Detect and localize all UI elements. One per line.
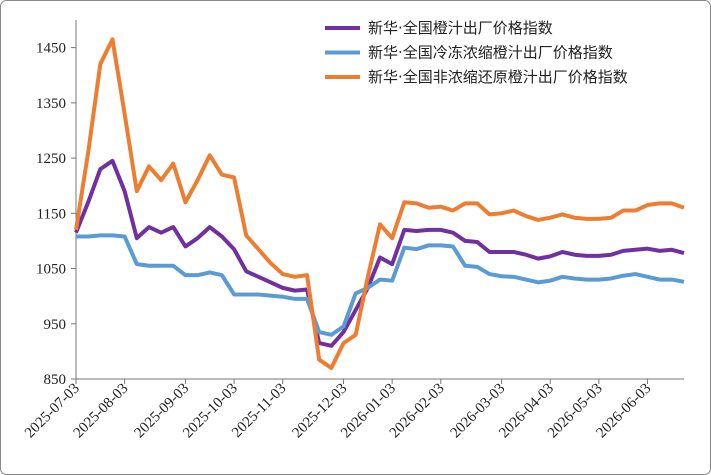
y-tick-label: 1250 bbox=[36, 151, 66, 167]
line-series bbox=[74, 37, 685, 370]
legend-label: 新华·全国橙汁出厂价格指数 bbox=[368, 19, 553, 37]
legend-label: 新华·全国冷冻浓缩橙汁出厂价格指数 bbox=[368, 44, 613, 62]
legend-label: 新华·全国非浓缩还原橙汁出厂价格指数 bbox=[368, 68, 628, 86]
y-tick-label: 1150 bbox=[37, 206, 66, 222]
line-series bbox=[74, 158, 685, 348]
y-tick-label: 1350 bbox=[36, 96, 66, 112]
y-tick-label: 1050 bbox=[36, 262, 66, 278]
line-series bbox=[76, 233, 685, 337]
y-tick-label: 850 bbox=[44, 372, 67, 388]
y-tick-label: 1450 bbox=[36, 41, 66, 57]
y-tick-label: 950 bbox=[44, 317, 67, 333]
